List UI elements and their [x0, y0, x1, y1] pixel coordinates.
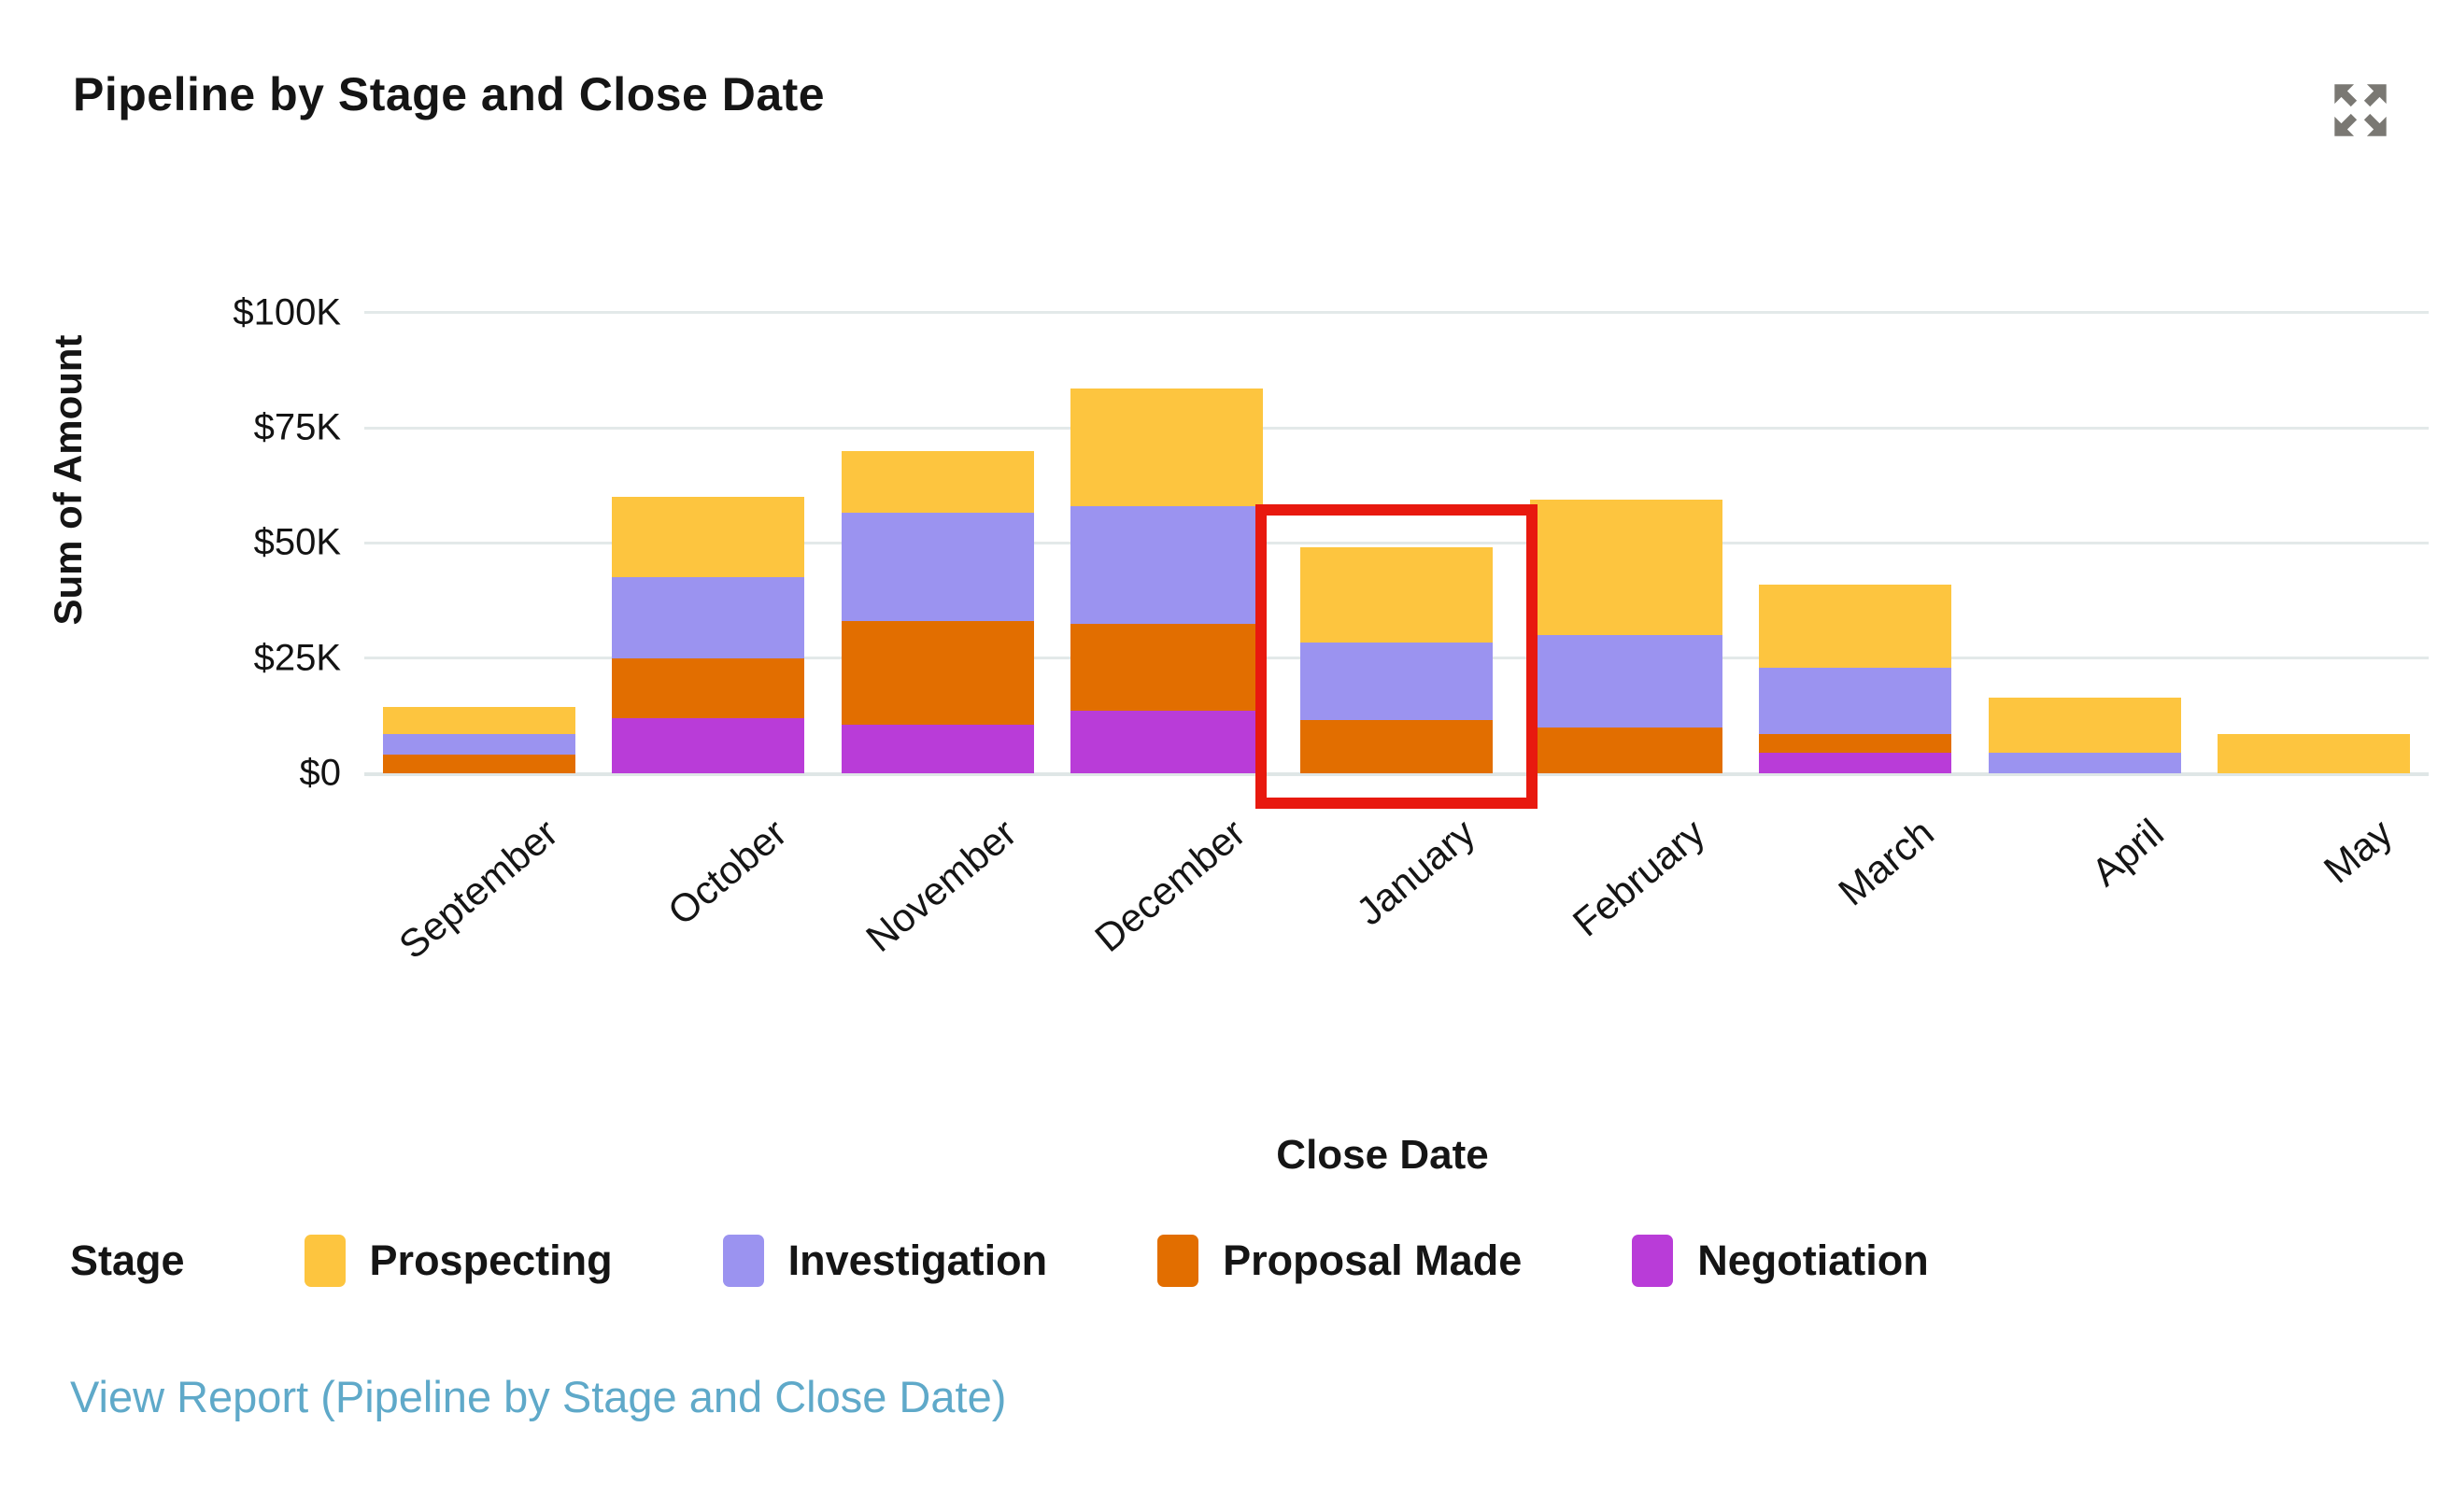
bar-december[interactable]: [1070, 389, 1264, 773]
gridline: [364, 541, 2429, 544]
bar-segment-proposal-made[interactable]: [1070, 623, 1264, 712]
bar-september[interactable]: [382, 706, 575, 773]
y-tick-label: $75K: [253, 406, 341, 448]
y-tick-label: $50K: [253, 521, 341, 563]
x-tick-label-september: September: [390, 810, 566, 968]
plot-area: [364, 187, 2429, 776]
legend-label: Proposal Made: [1223, 1236, 1523, 1284]
bar-segment-negotiation[interactable]: [1070, 711, 1264, 773]
expand-icon: [2334, 84, 2387, 136]
bar-segment-investigation[interactable]: [1070, 506, 1264, 624]
legend-item-investigation[interactable]: Investigation: [722, 1235, 1048, 1287]
bar-segment-proposal-made[interactable]: [612, 657, 805, 718]
legend-item-prospecting[interactable]: Prospecting: [304, 1235, 613, 1287]
bar-segment-prospecting[interactable]: [1529, 499, 1722, 636]
bar-segment-prospecting[interactable]: [1300, 547, 1493, 643]
x-tick-label-october: October: [659, 810, 796, 934]
bar-segment-investigation[interactable]: [1300, 642, 1493, 721]
bar-segment-prospecting[interactable]: [1759, 584, 1952, 668]
highlight-box-january: [1255, 504, 1538, 809]
bar-november[interactable]: [841, 450, 1034, 773]
legend-title: Stage: [70, 1236, 185, 1284]
bar-segment-prospecting[interactable]: [2218, 734, 2411, 773]
x-tick-label-december: December: [1086, 810, 1254, 961]
y-tick-label: $25K: [253, 637, 341, 679]
bar-segment-prospecting[interactable]: [1070, 389, 1264, 507]
bar-segment-proposal-made[interactable]: [841, 621, 1034, 726]
y-axis-ticks: $100K $75K $50K $25K $0: [0, 187, 341, 793]
legend-swatch: [304, 1235, 346, 1287]
x-tick-label-november: November: [857, 810, 1025, 961]
bar-october[interactable]: [612, 497, 805, 773]
x-tick-label-march: March: [1830, 810, 1942, 914]
x-tick-label-january: January: [1348, 810, 1483, 934]
bar-march[interactable]: [1759, 584, 1952, 773]
bar-segment-proposal-made[interactable]: [1759, 734, 1952, 753]
x-tick-label-may: May: [2315, 810, 2402, 892]
legend-label: Prospecting: [369, 1236, 613, 1284]
bar-segment-investigation[interactable]: [1988, 752, 2181, 773]
bar-segment-investigation[interactable]: [612, 577, 805, 658]
legend-swatch: [1632, 1235, 1674, 1287]
bar-segment-investigation[interactable]: [1529, 635, 1722, 728]
bar-january[interactable]: [1300, 547, 1493, 773]
bar-may[interactable]: [2218, 734, 2411, 773]
chart-legend: Stage Prospecting Investigation Proposal M…: [70, 1235, 2387, 1287]
bar-segment-prospecting[interactable]: [382, 706, 575, 735]
bar-segment-proposal-made[interactable]: [1300, 720, 1493, 773]
bar-segment-proposal-made[interactable]: [1529, 727, 1722, 773]
bar-segment-investigation[interactable]: [382, 734, 575, 756]
bar-segment-prospecting[interactable]: [841, 450, 1034, 514]
legend-swatch: [1157, 1235, 1199, 1287]
bar-segment-prospecting[interactable]: [612, 497, 805, 578]
x-axis-title: Close Date: [1276, 1132, 1489, 1178]
page-title: Pipeline by Stage and Close Date: [73, 68, 826, 120]
legend-label: Negotiation: [1697, 1236, 1929, 1284]
bar-segment-negotiation[interactable]: [841, 725, 1034, 773]
legend-items: Prospecting Investigation Proposal Made Neg…: [304, 1235, 2039, 1287]
gridline: [364, 771, 2429, 776]
x-tick-label-april: April: [2082, 810, 2172, 895]
gridline: [364, 426, 2429, 430]
bar-segment-proposal-made[interactable]: [382, 755, 575, 773]
bar-segment-investigation[interactable]: [1759, 667, 1952, 735]
expand-button[interactable]: [2327, 77, 2394, 144]
legend-item-proposal-made[interactable]: Proposal Made: [1157, 1235, 1522, 1287]
bar-segment-investigation[interactable]: [841, 513, 1034, 622]
x-tick-label-february: February: [1564, 810, 1713, 945]
gridline: [364, 311, 2429, 315]
y-tick-label: $100K: [233, 291, 341, 333]
legend-swatch: [722, 1235, 764, 1287]
y-tick-label: $0: [299, 752, 342, 794]
bar-segment-negotiation[interactable]: [612, 717, 805, 773]
legend-label: Investigation: [787, 1236, 1048, 1284]
bar-april[interactable]: [1988, 697, 2181, 773]
bar-february[interactable]: [1529, 499, 1722, 773]
view-report-link[interactable]: View Report (Pipeline by Stage and Close…: [70, 1372, 1007, 1421]
bar-segment-negotiation[interactable]: [1759, 752, 1952, 773]
bar-segment-prospecting[interactable]: [1988, 697, 2181, 753]
legend-item-negotiation[interactable]: Negotiation: [1632, 1235, 1929, 1287]
